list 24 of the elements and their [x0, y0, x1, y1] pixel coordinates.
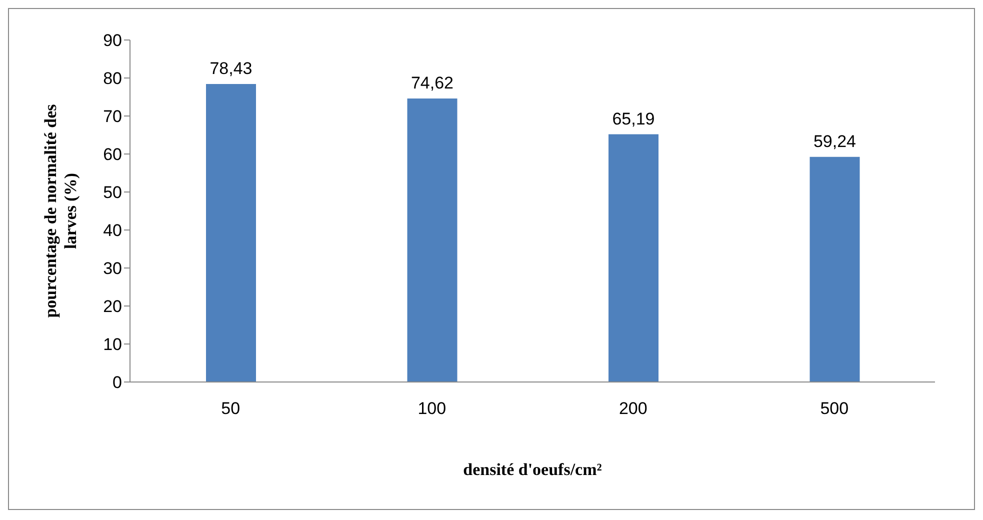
bar [810, 156, 860, 382]
x-tick-label: 50 [221, 399, 240, 418]
bar [608, 134, 658, 382]
data-label: 78,43 [210, 58, 252, 78]
y-tick-label: 0 [112, 373, 122, 392]
y-tick-label: 90 [103, 31, 122, 50]
y-tick-label: 70 [103, 107, 122, 126]
x-axis-title: densité d'oeufs/cm² [463, 460, 602, 479]
data-label: 74,62 [410, 73, 454, 92]
y-tick-label: 80 [103, 69, 122, 88]
y-tick-label: 10 [103, 335, 122, 354]
x-tick-label: 500 [820, 399, 849, 418]
y-tick-label: 60 [103, 145, 122, 164]
bar [206, 84, 256, 382]
y-tick-label: 40 [103, 221, 122, 240]
y-tick-label: 20 [103, 297, 122, 316]
x-tick-label: 200 [618, 399, 648, 418]
x-tick-label: 100 [418, 399, 446, 418]
data-label: 65,19 [612, 109, 655, 128]
data-label: 59,24 [813, 132, 856, 151]
bar [407, 98, 458, 382]
y-tick-label: 50 [103, 183, 122, 202]
y-axis-title: pourcentage de normalité des larves (%) [41, 104, 80, 318]
y-tick-label: 30 [103, 259, 122, 278]
